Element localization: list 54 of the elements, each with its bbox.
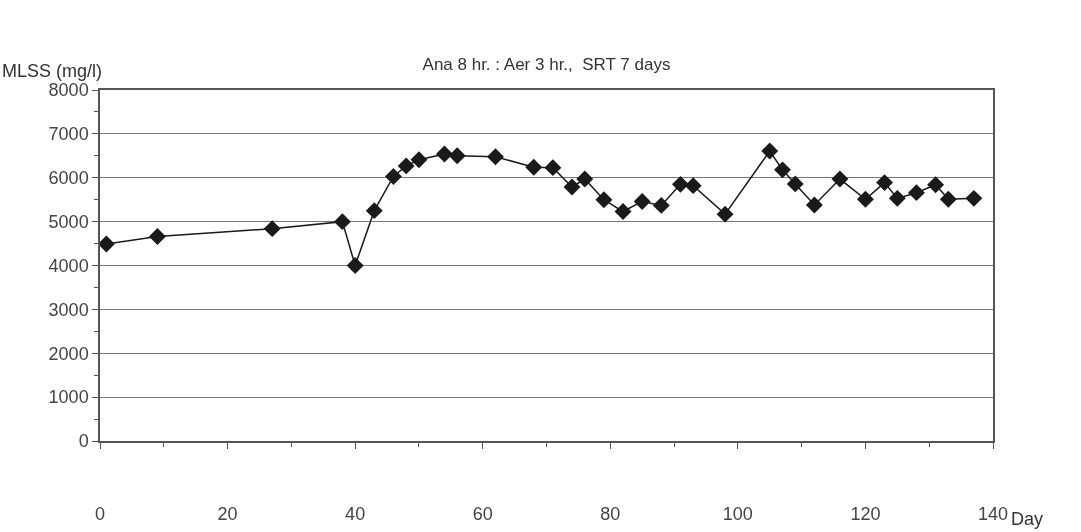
point (487, 148, 504, 166)
point (633, 192, 651, 210)
y-tick-label: 1000 (48, 387, 89, 408)
point (333, 213, 351, 231)
point (563, 178, 581, 196)
y-tick-label: 7000 (48, 124, 89, 145)
chart-title: Ana 8 hr. : Aer 3 hr., SRT 7 days (422, 55, 671, 75)
y-tick-label: 6000 (48, 168, 89, 189)
y-axis-title: MLSS (mg/l) (2, 61, 103, 81)
point (876, 174, 894, 192)
y-tick-label: 2000 (48, 343, 89, 364)
point (397, 157, 415, 175)
point (576, 170, 594, 188)
point (965, 189, 983, 207)
point (888, 189, 906, 207)
point (448, 147, 466, 165)
point (805, 196, 823, 214)
point (148, 228, 166, 245)
point (786, 175, 804, 193)
y-tick-label: 5000 (48, 211, 89, 232)
point (927, 176, 945, 194)
x-tick-label: 60 (472, 504, 493, 525)
point (365, 202, 383, 220)
point (831, 170, 849, 188)
y-tick-label: 0 (78, 431, 89, 452)
x-tick-label: 140 (977, 504, 1009, 525)
point (939, 190, 957, 208)
point (544, 159, 562, 177)
point (652, 196, 670, 214)
point (410, 151, 428, 169)
y-tick-label: 3000 (48, 299, 89, 320)
point (774, 161, 791, 179)
x-tick-label: 120 (850, 504, 881, 525)
point (908, 184, 925, 202)
x-tick-label: 0 (94, 504, 106, 525)
point (672, 175, 689, 193)
x-tick-label: 40 (345, 504, 366, 525)
y-tick-label: 4000 (48, 255, 89, 276)
point (684, 177, 702, 195)
x-tick-label: 80 (600, 504, 621, 525)
point (346, 257, 364, 274)
point (384, 167, 402, 185)
point (856, 190, 874, 208)
point (263, 220, 281, 238)
point (761, 142, 779, 160)
point (435, 145, 453, 163)
x-axis-title: Day (1011, 509, 1044, 529)
point (525, 158, 543, 176)
point (716, 205, 734, 223)
y-tick-label: 8000 (48, 80, 89, 101)
point (595, 191, 613, 209)
x-tick-label: 20 (217, 504, 238, 525)
x-tick-label: 100 (722, 504, 753, 525)
point (614, 203, 632, 220)
